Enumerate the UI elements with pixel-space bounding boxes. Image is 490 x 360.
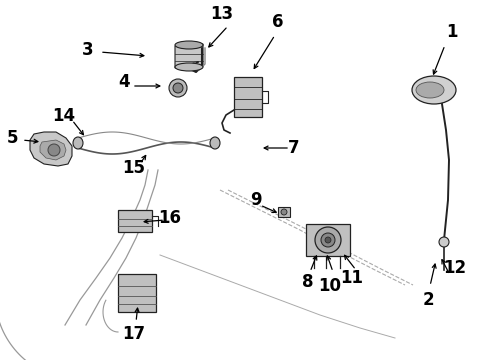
Text: 16: 16 [158, 209, 181, 227]
Text: 5: 5 [6, 129, 18, 147]
Polygon shape [175, 44, 203, 68]
Ellipse shape [412, 76, 456, 104]
Text: 9: 9 [250, 191, 262, 209]
Circle shape [48, 144, 60, 156]
Polygon shape [306, 224, 350, 256]
Ellipse shape [73, 137, 83, 149]
Circle shape [315, 227, 341, 253]
Polygon shape [118, 274, 156, 312]
Text: 4: 4 [118, 73, 130, 91]
Text: 7: 7 [288, 139, 300, 157]
Circle shape [321, 233, 335, 247]
Text: 10: 10 [318, 277, 342, 295]
Text: 11: 11 [341, 269, 364, 287]
Polygon shape [40, 140, 66, 160]
Text: 3: 3 [82, 41, 94, 59]
Circle shape [169, 79, 187, 97]
Circle shape [173, 83, 183, 93]
Ellipse shape [210, 137, 220, 149]
Text: 14: 14 [52, 107, 75, 125]
Circle shape [325, 237, 331, 243]
Text: 13: 13 [210, 5, 234, 23]
Polygon shape [278, 207, 290, 217]
Polygon shape [30, 132, 72, 166]
Polygon shape [118, 210, 152, 232]
Ellipse shape [416, 82, 444, 98]
Text: 12: 12 [443, 259, 466, 277]
Text: 15: 15 [122, 159, 146, 177]
Text: 8: 8 [302, 273, 314, 291]
Polygon shape [234, 77, 262, 117]
Ellipse shape [175, 41, 203, 49]
Circle shape [439, 237, 449, 247]
Text: 2: 2 [422, 291, 434, 309]
Text: 6: 6 [272, 13, 284, 31]
Text: 1: 1 [446, 23, 458, 41]
Text: 17: 17 [122, 325, 146, 343]
Circle shape [281, 209, 287, 215]
Ellipse shape [175, 63, 203, 71]
